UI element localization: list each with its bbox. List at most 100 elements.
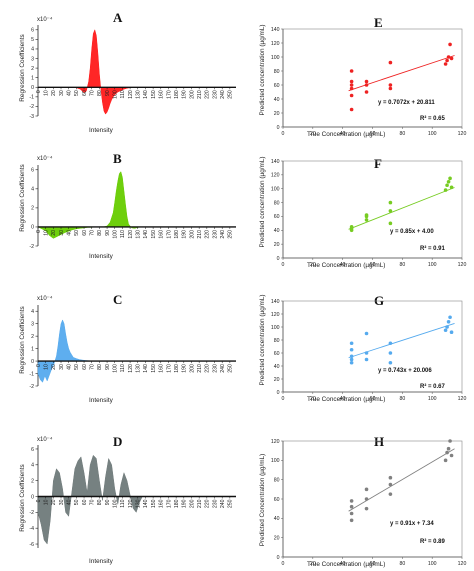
panel-f: F True Concentration (µg/mL) Predicted c… — [259, 156, 446, 269]
x-tick-label: 20 — [310, 561, 316, 567]
x-tick-label: 230 — [212, 499, 218, 508]
y-tick-label: -1 — [29, 95, 34, 101]
data-point — [349, 69, 354, 73]
data-point — [449, 453, 454, 458]
y-tick-label: 40 — [274, 516, 280, 522]
x-tick-label: 120 — [128, 90, 134, 99]
x-tick-label: 40 — [340, 131, 346, 137]
xlabel-b: Intensity — [89, 253, 114, 260]
x-tick-label: 120 — [128, 230, 134, 239]
x-tick-label: 10 — [43, 499, 49, 505]
y-tick-label: 6 — [31, 28, 34, 34]
data-point — [388, 83, 393, 87]
x-tick-label: 130 — [136, 230, 142, 239]
ylabel-e: Predicted concentration (µg/mL) — [259, 24, 266, 115]
x-tick-label: 230 — [212, 230, 218, 239]
x-tick-label: 120 — [128, 364, 134, 373]
x-tick-label: 100 — [113, 90, 119, 99]
multiplier-a: x10⁻⁴ — [37, 16, 53, 23]
coefficient-area-a — [37, 28, 237, 115]
x-tick-label: 170 — [166, 364, 172, 373]
data-point — [364, 213, 369, 217]
x-tick-label: 80 — [399, 131, 405, 137]
x-tick-label: 10 — [43, 364, 49, 370]
x-tick-label: 30 — [59, 230, 65, 236]
x-tick-label: 180 — [174, 90, 180, 99]
panel-letter-b: B — [113, 151, 122, 166]
plot-h: 0 20 40 60 80 100 120 0 20 40 60 80 100 120 — [271, 439, 467, 567]
x-tick-label: 240 — [220, 364, 226, 373]
y-tick-label: -2 — [29, 384, 34, 390]
plot-frame-g — [282, 300, 463, 393]
data-point — [445, 450, 449, 455]
ylabel-a: Regression Coefficients — [19, 34, 26, 101]
y-tick-label: 1 — [31, 75, 34, 81]
x-tick-label: 110 — [120, 364, 126, 372]
data-point — [364, 357, 369, 362]
data-point — [445, 58, 449, 63]
x-tick-label: 50 — [74, 90, 80, 96]
x-tick-label: 160 — [159, 364, 165, 373]
plot-frame-f — [282, 160, 463, 259]
y-tick-label: 3 — [31, 321, 34, 327]
panel-e: E True Concentration (µg/mL) Predicted c… — [259, 15, 446, 138]
y-tick-label: 6 — [31, 168, 34, 174]
y-tick-label: -2 — [29, 104, 34, 110]
data-point — [349, 499, 354, 503]
data-point — [388, 492, 393, 496]
y-tick-label: 3 — [31, 56, 34, 62]
x-tick-label: 80 — [97, 230, 103, 236]
y-tick-label: 80 — [274, 200, 280, 206]
plot-g: 0 20 40 60 80 100 120 140 0 20 40 60 80 100 120 — [271, 299, 467, 402]
data-point — [388, 351, 393, 355]
x-tick-label: 230 — [212, 90, 218, 99]
r2-g: R² = 0.67 — [420, 383, 446, 390]
y-tick-label: 4 — [31, 309, 34, 315]
panel-letter-h: H — [374, 434, 384, 449]
x-tick-label: 220 — [205, 230, 211, 239]
panel-letter-f: F — [374, 156, 382, 171]
data-point — [449, 330, 454, 335]
multiplier-c: x10⁻⁴ — [37, 295, 53, 302]
y-tick-label: 100 — [271, 458, 280, 464]
data-point — [448, 315, 452, 320]
x-tick-label: 100 — [113, 364, 119, 373]
y-tick-label: 20 — [274, 111, 280, 117]
data-point — [349, 518, 354, 523]
x-tick-label: 20 — [310, 262, 316, 268]
y-tick-label: 20 — [274, 242, 280, 248]
data-point — [446, 179, 451, 184]
data-point — [449, 56, 454, 61]
y-tick-label: 0 — [31, 359, 34, 365]
y-tick-label: 20 — [274, 535, 280, 541]
data-point — [364, 90, 369, 94]
data-point — [448, 439, 452, 443]
x-tick-label: 10 — [43, 230, 49, 236]
y-tick-label: 120 — [271, 439, 280, 445]
x-tick-label: 160 — [159, 499, 165, 508]
y-tick-label: 4 — [31, 187, 34, 193]
x-tick-label: 120 — [128, 499, 134, 508]
y-tick-label: 120 — [271, 41, 280, 47]
data-point — [388, 86, 393, 91]
y-tick-label: -3 — [29, 114, 34, 120]
x-tick-label: 140 — [143, 499, 149, 508]
y-tick-label: 0 — [277, 555, 280, 561]
data-point — [449, 185, 454, 190]
y-tick-label: 120 — [271, 312, 280, 318]
y-tick-label: 2 — [31, 66, 34, 72]
x-tick-label: 0 — [36, 230, 42, 233]
x-tick-label: 70 — [90, 364, 96, 370]
data-point — [349, 86, 354, 91]
y-tick-label: 1 — [31, 346, 34, 352]
data-point — [364, 83, 369, 87]
data-point — [388, 60, 393, 65]
ylabel-c: Regression Coefficients — [19, 306, 26, 373]
data-point — [388, 341, 393, 346]
data-point — [349, 79, 354, 84]
x-tick-label: 40 — [340, 262, 346, 268]
data-point — [364, 497, 369, 501]
panel-letter-d: D — [113, 434, 122, 449]
x-tick-label: 20 — [51, 364, 57, 370]
x-tick-label: 70 — [90, 230, 96, 236]
